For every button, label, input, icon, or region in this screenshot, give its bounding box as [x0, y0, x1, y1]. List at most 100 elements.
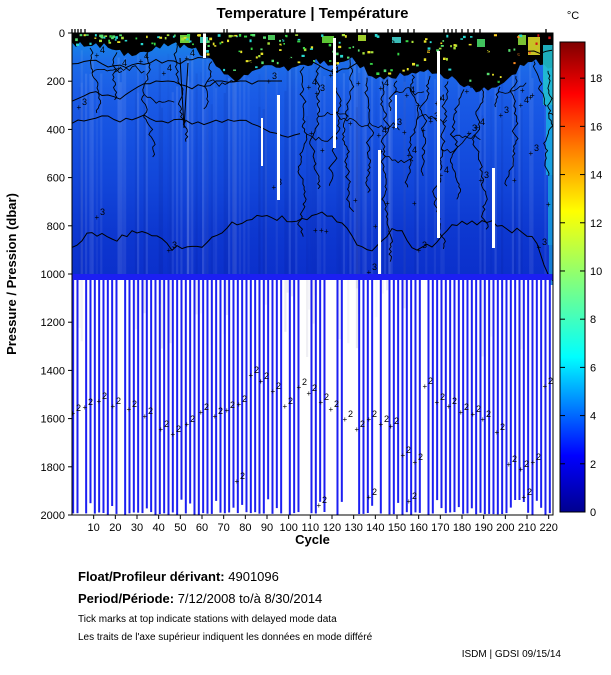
contour-label: 2+	[379, 414, 390, 429]
svg-text:2: 2	[418, 452, 423, 462]
svg-text:2: 2	[348, 409, 353, 419]
contour-label: 2+	[127, 399, 138, 414]
svg-text:1000: 1000	[41, 269, 65, 281]
contour-label: 2+	[471, 404, 482, 419]
svg-text:+: +	[319, 226, 324, 235]
contour-label: 2+	[543, 376, 554, 391]
svg-text:+: +	[237, 400, 242, 409]
svg-text:+: +	[171, 430, 176, 439]
svg-text:4: 4	[524, 95, 529, 105]
svg-text:4: 4	[502, 69, 507, 79]
svg-text:4: 4	[190, 48, 195, 58]
svg-text:+: +	[319, 398, 324, 407]
svg-text:+: +	[435, 398, 440, 407]
contour-label: 3+	[537, 237, 548, 252]
svg-text:+: +	[185, 54, 190, 63]
svg-text:+: +	[367, 415, 372, 424]
contour-label: 2+	[522, 487, 533, 502]
contour-label: 2+	[481, 409, 492, 424]
svg-text:3: 3	[504, 105, 509, 115]
contour-label: 3+	[529, 143, 540, 158]
contour-label: 2+	[407, 491, 418, 506]
contour-label: 8+	[385, 39, 396, 54]
contour-label: 2+	[259, 371, 270, 386]
svg-text:2: 2	[406, 445, 411, 455]
svg-text:4: 4	[440, 93, 445, 103]
svg-text:+: +	[475, 123, 480, 132]
svg-text:2: 2	[524, 459, 529, 469]
svg-text:+: +	[329, 405, 334, 414]
svg-text:2: 2	[132, 399, 137, 409]
svg-text:4: 4	[167, 63, 172, 73]
note-french: Les traits de l'axe supérieur indiquent …	[78, 632, 373, 643]
svg-text:2: 2	[476, 404, 481, 414]
svg-text:20: 20	[109, 522, 121, 534]
delayed-mode-ticks	[71, 29, 547, 33]
contour-label: 8+	[365, 37, 376, 52]
svg-text:190: 190	[474, 522, 492, 534]
svg-text:+: +	[512, 176, 517, 185]
svg-text:10: 10	[590, 266, 602, 278]
svg-text:200: 200	[496, 522, 514, 534]
contour-label: 2+	[213, 406, 224, 421]
svg-text:2: 2	[264, 371, 269, 381]
svg-text:+: +	[379, 84, 384, 93]
svg-text:+: +	[235, 477, 240, 486]
svg-text:+: +	[283, 402, 288, 411]
svg-text:3: 3	[320, 83, 325, 93]
svg-text:+: +	[412, 199, 417, 208]
contour-label: 4+	[497, 69, 508, 84]
svg-text:+: +	[522, 493, 527, 502]
svg-text:110: 110	[302, 522, 320, 534]
contour-label: 4+	[465, 81, 476, 96]
contour-label: 3+	[367, 262, 378, 277]
svg-text:+: +	[520, 86, 525, 95]
svg-text:+: +	[343, 415, 348, 424]
svg-text:1400: 1400	[41, 365, 65, 377]
svg-text:+: +	[324, 227, 329, 236]
svg-text:+: +	[471, 410, 476, 419]
svg-text:2: 2	[527, 487, 532, 497]
svg-text:+: +	[530, 91, 535, 100]
contour-label: 2+	[355, 419, 366, 434]
svg-text:+: +	[465, 87, 470, 96]
svg-text:2: 2	[240, 471, 245, 481]
contour-label: 2+	[225, 400, 236, 415]
contour-label: 3+	[167, 240, 178, 255]
contour-label: 2+	[171, 424, 182, 439]
contour-label: 2+	[159, 419, 170, 434]
svg-text:4: 4	[444, 165, 449, 175]
svg-text:+: +	[320, 146, 325, 155]
svg-text:+: +	[97, 397, 102, 406]
svg-text:2: 2	[230, 400, 235, 410]
contour-label: 2+	[531, 452, 542, 467]
svg-text:2: 2	[88, 397, 93, 407]
svg-text:1800: 1800	[41, 462, 65, 474]
svg-text:+: +	[95, 51, 100, 60]
svg-text:+: +	[519, 101, 524, 110]
x-axis-label: Cycle	[295, 532, 330, 547]
contour-label: 2+	[401, 445, 412, 460]
contour-label: 2+	[423, 376, 434, 391]
svg-text:+: +	[259, 377, 264, 386]
contour-label: 4+	[475, 117, 486, 132]
contour-label: 2+	[249, 365, 260, 380]
svg-text:+: +	[479, 176, 484, 185]
svg-text:+: +	[95, 213, 100, 222]
svg-text:4: 4	[410, 85, 415, 95]
period-line: Period/Période: 7/12/2008 to/à 8/30/2014	[78, 591, 322, 606]
contour-label: 2+	[495, 422, 506, 437]
svg-text:2: 2	[536, 452, 541, 462]
svg-text:+: +	[429, 117, 434, 126]
svg-text:2: 2	[360, 419, 365, 429]
contour-label: 2+	[297, 377, 308, 392]
svg-text:2: 2	[190, 414, 195, 424]
svg-text:200: 200	[47, 76, 65, 88]
svg-text:+: +	[499, 111, 504, 120]
svg-text:2: 2	[324, 392, 329, 402]
svg-text:+: +	[497, 75, 502, 84]
svg-text:+: +	[529, 149, 534, 158]
svg-text:3: 3	[272, 71, 277, 81]
note-english: Tick marks at top indicate stations with…	[78, 614, 337, 625]
contour-label: 4+	[379, 78, 390, 93]
